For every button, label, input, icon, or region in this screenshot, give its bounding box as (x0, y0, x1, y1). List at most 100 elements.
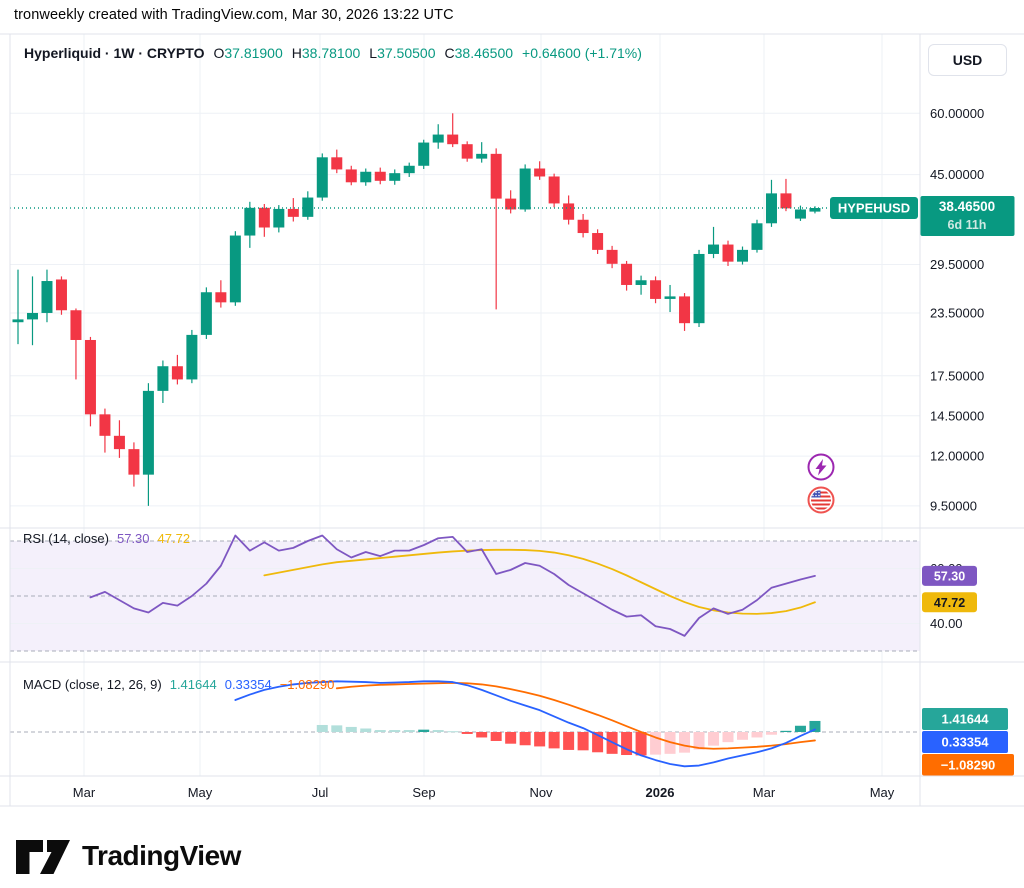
flag-star (815, 491, 817, 494)
chart-canvas[interactable]: 60.00000 45.00000 29.50000 23.50000 17.50000… (0, 0, 1024, 812)
macd-hist-bar (360, 728, 372, 732)
macd-hist-bar (461, 732, 473, 734)
candle-body (244, 207, 256, 236)
ohlc-low: L37.50500 (369, 45, 436, 61)
macd-signal-value: −1.08290 (279, 677, 335, 692)
candle-body (432, 134, 444, 143)
attribution-text: tronweekly created with TradingView.com,… (14, 7, 454, 23)
flag-star (818, 494, 820, 497)
us-flag-idea-icon[interactable] (807, 486, 835, 514)
candle-body (331, 157, 343, 170)
candle-body (505, 198, 517, 210)
time-axis-label: Nov (529, 785, 553, 800)
macd-hist-bar (316, 724, 328, 732)
macd-badge-text: 0.33354 (942, 735, 990, 750)
macd-hist-value: 1.41644 (169, 677, 217, 692)
rsi-label[interactable]: RSI (14, close) (23, 531, 109, 546)
symbol-title[interactable]: Hyperliquid · 1W · CRYPTO (24, 45, 205, 61)
macd-hist-bar (476, 732, 488, 738)
macd-hist-bar (592, 732, 604, 753)
candle-body (345, 169, 357, 183)
candle-body (12, 319, 24, 323)
candle-body (722, 244, 734, 262)
macd-value-badge (922, 754, 1014, 776)
macd-line (234, 680, 816, 768)
flag-stripe (811, 495, 831, 498)
time-axis-label: Mar (73, 785, 96, 800)
macd-hist-bar (737, 732, 748, 740)
price-axis-label: 9.50000 (930, 498, 977, 513)
macd-badge-text: 1.41644 (942, 712, 990, 727)
flag-star (812, 494, 814, 497)
rsi-ma-value: 47.72 (157, 531, 191, 546)
ohlc-close: C38.46500 (444, 45, 514, 61)
symbol-label-text: HYPEHUSD (838, 201, 910, 216)
tradingview-logo-text: TradingView (82, 840, 241, 871)
macd-badge-text: −1.08290 (941, 757, 996, 772)
candle-body (99, 414, 111, 436)
chart-legend: Hyperliquid · 1W · CRYPTO O37.81900 H38.… (24, 45, 642, 61)
candle-body (84, 339, 96, 415)
price-axis-label: 12.00000 (930, 449, 984, 464)
lightning-bolt (815, 459, 827, 476)
price-axis-label: 60.00000 (930, 106, 984, 121)
candle-body (679, 296, 691, 324)
tradingview-branding[interactable]: TradingView (14, 834, 241, 878)
rsi-value-badge (922, 592, 977, 613)
rsi-value: 57.30 (116, 531, 150, 546)
macd-signal-line (335, 681, 816, 750)
macd-hist-bar (345, 726, 357, 732)
candle-body (128, 449, 140, 475)
last-price-badge (920, 196, 1015, 236)
macd-value-badge (922, 708, 1008, 730)
candle-body (26, 312, 38, 320)
macd-hist-bar (577, 732, 589, 751)
macd-line-value: 0.33354 (224, 677, 272, 692)
flag-canton (811, 490, 821, 498)
candle-body (708, 244, 720, 254)
macd-hist-bar (519, 732, 531, 746)
currency-toggle-button[interactable]: USD (928, 44, 1007, 76)
candle-body (751, 223, 763, 250)
price-axis-label: 23.50000 (930, 305, 984, 320)
time-axis-label: Jul (312, 785, 329, 800)
candle-body (621, 263, 633, 285)
time-axis-label: 2026 (646, 785, 675, 800)
flag-stripe (811, 503, 831, 506)
rsi-axis-label: 40.00 (930, 616, 963, 631)
tradingview-logo-icon (16, 840, 70, 874)
macd-hist-bar (418, 729, 430, 732)
macd-hist-bar (693, 732, 705, 750)
rsi-badge-text: 47.72 (934, 596, 965, 610)
rsi-pane-legend: RSI (14, close) 57.30 47.72 (23, 531, 190, 546)
candle-body (780, 193, 792, 209)
price-axis-label: 14.50000 (930, 408, 984, 423)
flag-star (815, 494, 817, 497)
flag-stripe (811, 491, 831, 494)
countdown-text: 6d 11h (948, 218, 987, 232)
macd-hist-bar (621, 732, 633, 756)
price-axis-label: 17.50000 (930, 368, 984, 383)
flag-stripe (811, 507, 831, 510)
macd-hist-bar (548, 732, 560, 749)
candle-body (592, 233, 604, 250)
macd-label[interactable]: MACD (close, 12, 26, 9) (23, 677, 162, 692)
candle-body (287, 208, 299, 217)
candle-body (403, 165, 415, 174)
candle-body (461, 144, 473, 159)
macd-hist-bar (389, 730, 401, 732)
macd-hist-bar (403, 730, 415, 732)
candle-body (70, 310, 82, 340)
macd-hist-bar (490, 732, 502, 741)
candle-body (258, 207, 270, 228)
ohlc-high: H38.78100 (291, 45, 361, 61)
lightning-idea-icon[interactable] (807, 453, 835, 481)
flag-stripe (811, 499, 831, 502)
macd-hist-bar (505, 732, 517, 744)
candle-body (693, 253, 705, 324)
price-axis-label: 29.50000 (930, 257, 984, 272)
candle-body (302, 197, 314, 217)
candle-body (737, 249, 748, 262)
price-change: +0.64600 (+1.71%) (522, 45, 642, 61)
